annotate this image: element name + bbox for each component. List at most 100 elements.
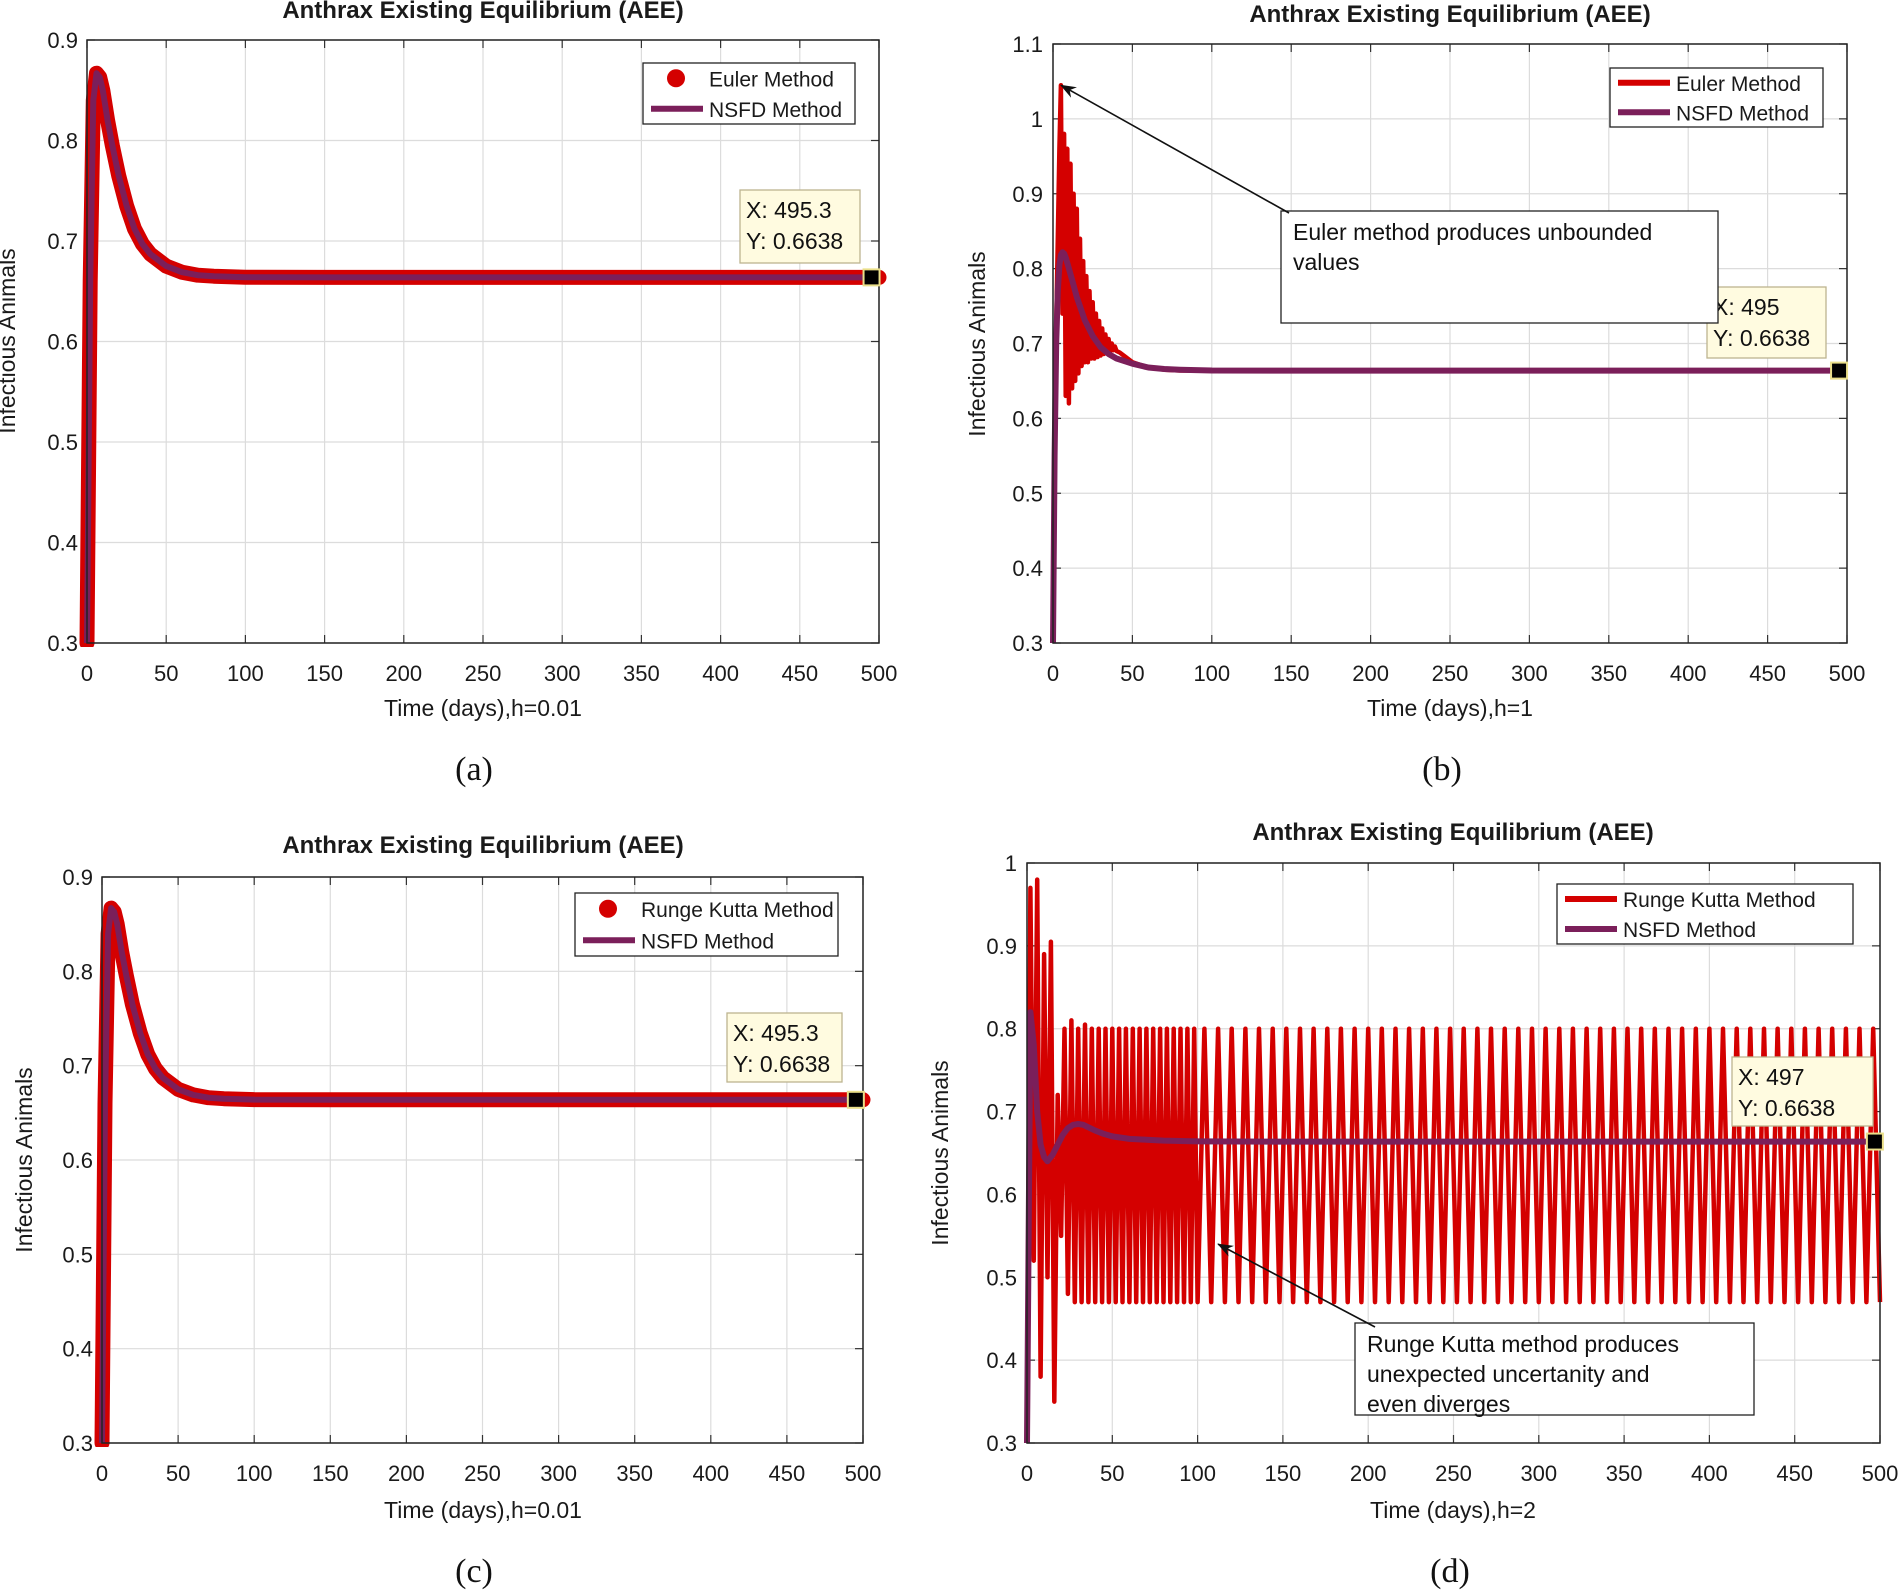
y-tick-label: 0.4 xyxy=(62,1337,93,1362)
datatip-y: Y: 0.6638 xyxy=(746,228,843,254)
y-tick-label: 0.4 xyxy=(1012,556,1043,581)
annotation-text: values xyxy=(1293,249,1359,275)
legend-label-0: Euler Method xyxy=(1676,73,1801,96)
x-tick-label: 150 xyxy=(1273,661,1310,686)
annotation: Runge Kutta method produces unexpected un… xyxy=(1217,1243,1755,1417)
y-tick-label: 0.6 xyxy=(62,1148,93,1173)
x-tick-label: 400 xyxy=(1670,661,1707,686)
datatip-y: Y: 0.6638 xyxy=(733,1051,830,1077)
legend: Runge Kutta Method NSFD Method xyxy=(1556,883,1854,945)
x-tick-label: 150 xyxy=(312,1461,349,1486)
y-tick-label: 0.5 xyxy=(47,430,78,455)
y-tick-label: 1 xyxy=(1031,107,1043,132)
y-tick-label: 0.9 xyxy=(986,934,1017,959)
axes-box xyxy=(1052,43,1848,644)
x-tick-label: 0 xyxy=(1021,1461,1033,1486)
panel-caption: (c) xyxy=(455,1553,493,1590)
x-tick-label: 400 xyxy=(702,661,739,686)
datatip-marker[interactable] xyxy=(1830,361,1849,380)
x-tick-label: 250 xyxy=(465,661,502,686)
datatip-x: X: 497 xyxy=(1738,1064,1805,1090)
x-tick-label: 200 xyxy=(1350,1461,1387,1486)
x-tick-label: 200 xyxy=(1352,661,1389,686)
y-tick-label: 0.4 xyxy=(47,531,78,556)
legend-label-0: Euler Method xyxy=(709,68,834,91)
axes-box xyxy=(1026,862,1881,1444)
y-tick-label: 0.6 xyxy=(1012,406,1043,431)
y-axis-label: Infectious Animals xyxy=(964,251,990,436)
y-axis-label: Infectious Animals xyxy=(927,1060,953,1245)
y-tick-label: 0.8 xyxy=(47,129,78,154)
legend-label-1: NSFD Method xyxy=(1623,919,1756,942)
x-tick-label: 350 xyxy=(1606,1461,1643,1486)
datatip-marker[interactable] xyxy=(1865,1132,1884,1151)
x-tick-label: 300 xyxy=(544,661,581,686)
y-tick-label: 0.7 xyxy=(47,229,78,254)
legend-swatch-0 xyxy=(667,69,685,88)
y-tick-label: 0.5 xyxy=(986,1265,1017,1290)
x-tick-label: 400 xyxy=(692,1461,729,1486)
chart-title: Anthrax Existing Equilibrium (AEE) xyxy=(282,0,683,24)
panel-caption: (a) xyxy=(455,751,493,788)
annotation-arrow xyxy=(1217,1243,1376,1328)
legend: Runge Kutta Method NSFD Method xyxy=(574,892,839,957)
x-tick-label: 250 xyxy=(1432,661,1469,686)
legend-box xyxy=(1609,67,1824,128)
x-tick-label: 350 xyxy=(623,661,660,686)
legend-box xyxy=(1556,883,1854,945)
y-tick-label: 0.7 xyxy=(62,1054,93,1079)
chart-panel-1: 0 50 100 150 200 250 300 350 400 450 500 0.3 0.4 0.5 0… xyxy=(964,1,1865,788)
y-tick-label: 0.9 xyxy=(47,28,78,53)
annotation-text: Runge Kutta method produces xyxy=(1367,1331,1679,1357)
y-tick-label: 0.3 xyxy=(1012,631,1043,656)
x-tick-label: 300 xyxy=(1520,1461,1557,1486)
y-tick-label: 0.7 xyxy=(1012,332,1043,357)
x-tick-label: 100 xyxy=(1179,1461,1216,1486)
x-tick-label: 350 xyxy=(616,1461,653,1486)
x-tick-label: 500 xyxy=(861,661,898,686)
x-axis-label: Time (days),h=2 xyxy=(1370,1497,1536,1523)
x-tick-label: 300 xyxy=(1511,661,1548,686)
legend-label-1: NSFD Method xyxy=(641,930,774,953)
axes-box xyxy=(86,39,880,644)
x-tick-label: 50 xyxy=(1120,661,1144,686)
y-axis-label: Infectious Animals xyxy=(11,1067,37,1252)
annotation-arrow xyxy=(1060,84,1290,214)
datatip-box xyxy=(1706,286,1827,359)
chart-title: Anthrax Existing Equilibrium (AEE) xyxy=(1252,819,1653,846)
x-axis-label: Time (days),h=0.01 xyxy=(384,1497,582,1523)
datatip-box xyxy=(739,189,861,264)
y-axis-label: Infectious Animals xyxy=(0,248,20,433)
datatip-box xyxy=(726,1012,843,1083)
y-tick-label: 0.6 xyxy=(47,330,78,355)
annotation: Euler method produces unbounded values xyxy=(1060,84,1719,324)
datatip-marker[interactable] xyxy=(862,268,881,287)
x-tick-label: 100 xyxy=(236,1461,273,1486)
x-tick-label: 250 xyxy=(464,1461,501,1486)
x-tick-label: 50 xyxy=(166,1461,190,1486)
x-tick-label: 50 xyxy=(1100,1461,1124,1486)
x-axis-label: Time (days),h=1 xyxy=(1367,695,1533,721)
y-tick-label: 1.1 xyxy=(1012,32,1043,57)
y-tick-label: 0.4 xyxy=(986,1348,1017,1373)
legend: Euler Method NSFD Method xyxy=(642,62,856,125)
y-tick-label: 0.5 xyxy=(62,1242,93,1267)
legend-label-1: NSFD Method xyxy=(709,99,842,122)
datatip-marker[interactable] xyxy=(846,1090,865,1109)
x-axis-label: Time (days),h=0.01 xyxy=(384,695,582,721)
x-tick-label: 450 xyxy=(781,661,818,686)
y-tick-label: 0.3 xyxy=(47,631,78,656)
y-tick-label: 0.8 xyxy=(1012,257,1043,282)
y-tick-label: 0.3 xyxy=(986,1431,1017,1456)
x-tick-label: 0 xyxy=(96,1461,108,1486)
y-tick-label: 0.8 xyxy=(986,1017,1017,1042)
x-tick-label: 500 xyxy=(845,1461,882,1486)
datatip-box xyxy=(1731,1056,1874,1127)
datatip-x: X: 495 xyxy=(1713,294,1780,320)
legend-label-0: Runge Kutta Method xyxy=(1623,889,1816,912)
x-tick-label: 0 xyxy=(81,661,93,686)
legend-box xyxy=(574,892,839,957)
series-line-0 xyxy=(1024,877,1883,1444)
x-tick-label: 450 xyxy=(1776,1461,1813,1486)
